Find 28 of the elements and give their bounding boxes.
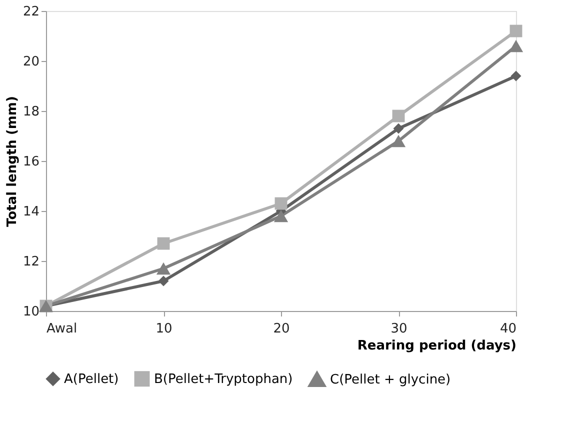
x-tick-label: 40	[500, 322, 516, 336]
legend-label: B(Pellet+Tryptophan)	[154, 372, 293, 387]
y-tick-label: 12	[22, 254, 40, 270]
y-tick-label: 14	[22, 204, 40, 220]
legend-label: A(Pellet)	[64, 372, 119, 387]
point	[508, 40, 524, 52]
point	[157, 237, 170, 250]
y-tick-label: 16	[22, 154, 40, 170]
point	[393, 123, 404, 134]
point	[510, 24, 522, 38]
x-axis-title: Rearing period (days)	[357, 338, 516, 354]
point	[274, 197, 288, 210]
legend-label: C(Pellet + glycine)	[330, 372, 451, 388]
y-tick-label: 18	[22, 104, 40, 120]
y-tick-label: 22	[22, 4, 40, 20]
y-tick-label: 10	[22, 304, 40, 320]
point	[274, 210, 288, 222]
x-tick-label: 20	[273, 322, 290, 336]
point	[392, 110, 405, 122]
point	[158, 276, 169, 286]
x-tick-label: Awal	[46, 322, 78, 336]
point	[391, 134, 406, 148]
x-tick-label: 10	[156, 322, 172, 336]
x-tick-label: 30	[390, 322, 408, 336]
point	[156, 262, 171, 275]
point	[510, 70, 522, 82]
y-axis-title: Total length (mm)	[4, 96, 20, 227]
y-tick-label: 20	[22, 54, 40, 70]
